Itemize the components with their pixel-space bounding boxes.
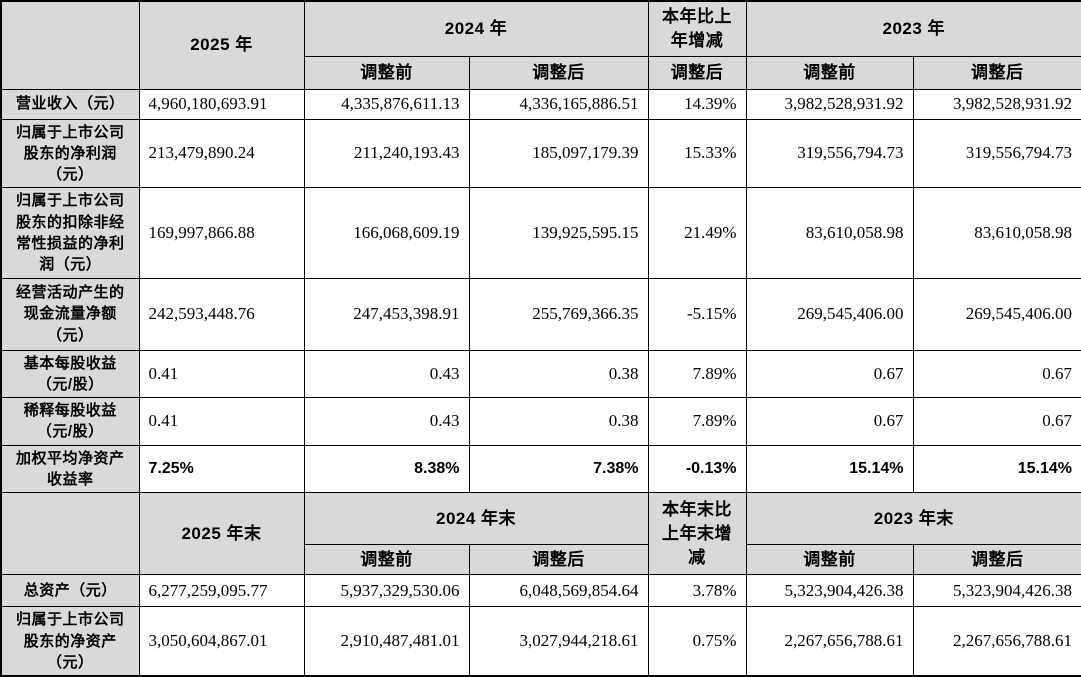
cell-2024-after: 0.38 (468, 349, 649, 399)
cell-2024-after: 4,336,165,886.51 (468, 88, 649, 120)
cell-2025: 7.25% (138, 444, 305, 494)
subheader-2023-adj-before: 调整前 (745, 55, 914, 90)
cell-2025: 242,593,448.76 (138, 277, 305, 351)
cell-2024-after: 7.38% (468, 444, 649, 494)
row-label: 经营活动产生的 现金流量净额 （元） (0, 277, 140, 351)
header-row-adjustments-end: 调整前 调整后 调整前 调整后 (1, 544, 1081, 576)
cell-2025: 4,960,180,693.91 (138, 88, 305, 120)
table-row-net-assets: 归属于上市公司 股东的净资产 （元） 3,050,604,867.01 2,91… (0, 606, 1081, 677)
col-header-2024-end: 2024 年末 (303, 492, 649, 546)
cell-2023-before: 0.67 (745, 349, 914, 399)
row-label: 归属于上市公司 股东的净利润 （元） (0, 118, 140, 189)
cell-2024-after: 255,769,366.35 (468, 277, 649, 351)
header-row-years: 2025 年 2024 年 本年比上 年增减 2023 年 (0, 0, 1081, 90)
cell-2025: 213,479,890.24 (138, 118, 305, 189)
cell-2023-after: 5,323,904,426.38 (912, 574, 1081, 608)
cell-2025: 0.41 (138, 397, 305, 446)
table-row-weighted-avg-roe: 加权平均净资产 收益率 7.25% 8.38% 7.38% -0.13% 15.… (0, 444, 1081, 494)
col-header-change: 本年比上 年增减 (647, 0, 747, 57)
cell-2023-before: 269,545,406.00 (745, 277, 914, 351)
corner-blank-cell (0, 492, 140, 576)
col-header-change-end: 本年末比 上年末增 减 (647, 492, 747, 576)
table-row-operating-cash-flow: 经营活动产生的 现金流量净额 （元） 242,593,448.76 247,45… (0, 277, 1081, 351)
subheader-change-adj-after: 调整后 (647, 55, 747, 90)
cell-change: 7.89% (647, 349, 747, 399)
cell-2024-before: 8.38% (303, 444, 470, 494)
cell-2023-after: 83,610,058.98 (912, 187, 1081, 279)
table-row-non-recurring-profit: 归属于上市公司 股东的扣除非经 常性损益的净利 润（元） 169,997,866… (0, 187, 1081, 279)
cell-2024-before: 0.43 (303, 397, 470, 446)
header-row-adjustments: 调整前 调整后 调整后 调整前 调整后 (1, 55, 1081, 90)
cell-2023-after: 269,545,406.00 (912, 277, 1081, 351)
row-label: 总资产（元） (0, 574, 140, 608)
cell-change: 7.89% (647, 397, 747, 446)
cell-2023-after: 319,556,794.73 (912, 118, 1081, 189)
cell-2024-before: 211,240,193.43 (303, 118, 470, 189)
cell-change: 14.39% (647, 88, 747, 120)
subheader-2023end-adj-before: 调整前 (745, 544, 914, 576)
header-row-year-end: 2025 年末 2024 年末 本年末比 上年末增 减 2023 年末 (0, 492, 1081, 576)
subheader-2024-adj-after: 调整后 (468, 55, 649, 90)
cell-change: -0.13% (647, 444, 747, 494)
cell-2023-after: 3,982,528,931.92 (912, 88, 1081, 120)
table-row-total-assets: 总资产（元） 6,277,259,095.77 5,937,329,530.06… (0, 574, 1081, 608)
col-header-2023-end: 2023 年末 (745, 492, 1081, 546)
cell-2023-before: 3,982,528,931.92 (745, 88, 914, 120)
cell-2023-before: 5,323,904,426.38 (745, 574, 914, 608)
col-header-2024: 2024 年 (303, 0, 649, 57)
row-label: 加权平均净资产 收益率 (0, 444, 140, 494)
cell-2023-before: 319,556,794.73 (745, 118, 914, 189)
cell-2025: 169,997,866.88 (138, 187, 305, 279)
cell-2025: 6,277,259,095.77 (138, 574, 305, 608)
cell-2023-before: 15.14% (745, 444, 914, 494)
col-header-2025-end: 2025 年末 (138, 492, 305, 576)
cell-change: -5.15% (647, 277, 747, 351)
cell-2024-before: 4,335,876,611.13 (303, 88, 470, 120)
table-row-diluted-eps: 稀释每股收益 （元/股） 0.41 0.43 0.38 7.89% 0.67 0… (0, 397, 1081, 446)
subheader-2024-adj-before: 调整前 (303, 55, 470, 90)
cell-2024-after: 0.38 (468, 397, 649, 446)
row-label: 归属于上市公司 股东的净资产 （元） (0, 606, 140, 677)
cell-2024-before: 247,453,398.91 (303, 277, 470, 351)
table-row-net-profit: 归属于上市公司 股东的净利润 （元） 213,479,890.24 211,24… (0, 118, 1081, 189)
subheader-2024end-adj-before: 调整前 (303, 544, 470, 576)
cell-2024-before: 2,910,487,481.01 (303, 606, 470, 677)
corner-blank-cell (0, 0, 140, 90)
cell-2023-before: 83,610,058.98 (745, 187, 914, 279)
cell-2023-before: 2,267,656,788.61 (745, 606, 914, 677)
cell-change: 3.78% (647, 574, 747, 608)
cell-2025: 0.41 (138, 349, 305, 399)
subheader-2023end-adj-after: 调整后 (912, 544, 1081, 576)
cell-2024-before: 166,068,609.19 (303, 187, 470, 279)
cell-2025: 3,050,604,867.01 (138, 606, 305, 677)
cell-2023-after: 15.14% (912, 444, 1081, 494)
cell-2024-after: 3,027,944,218.61 (468, 606, 649, 677)
row-label: 营业收入（元） (0, 88, 140, 120)
cell-2023-after: 0.67 (912, 349, 1081, 399)
cell-2024-after: 185,097,179.39 (468, 118, 649, 189)
table-row-revenue: 营业收入（元） 4,960,180,693.91 4,335,876,611.1… (0, 88, 1081, 120)
row-label: 稀释每股收益 （元/股） (0, 397, 140, 446)
cell-2024-before: 5,937,329,530.06 (303, 574, 470, 608)
cell-change: 0.75% (647, 606, 747, 677)
cell-2024-before: 0.43 (303, 349, 470, 399)
cell-2024-after: 6,048,569,854.64 (468, 574, 649, 608)
col-header-2023: 2023 年 (745, 0, 1081, 57)
cell-2023-after: 2,267,656,788.61 (912, 606, 1081, 677)
cell-2024-after: 139,925,595.15 (468, 187, 649, 279)
cell-2023-after: 0.67 (912, 397, 1081, 446)
cell-2023-before: 0.67 (745, 397, 914, 446)
cell-change: 15.33% (647, 118, 747, 189)
table-row-basic-eps: 基本每股收益 （元/股） 0.41 0.43 0.38 7.89% 0.67 0… (0, 349, 1081, 399)
cell-change: 21.49% (647, 187, 747, 279)
col-header-2025: 2025 年 (138, 0, 305, 90)
row-label: 归属于上市公司 股东的扣除非经 常性损益的净利 润（元） (0, 187, 140, 279)
subheader-2023-adj-after: 调整后 (912, 55, 1081, 90)
subheader-2024end-adj-after: 调整后 (468, 544, 649, 576)
row-label: 基本每股收益 （元/股） (0, 349, 140, 399)
